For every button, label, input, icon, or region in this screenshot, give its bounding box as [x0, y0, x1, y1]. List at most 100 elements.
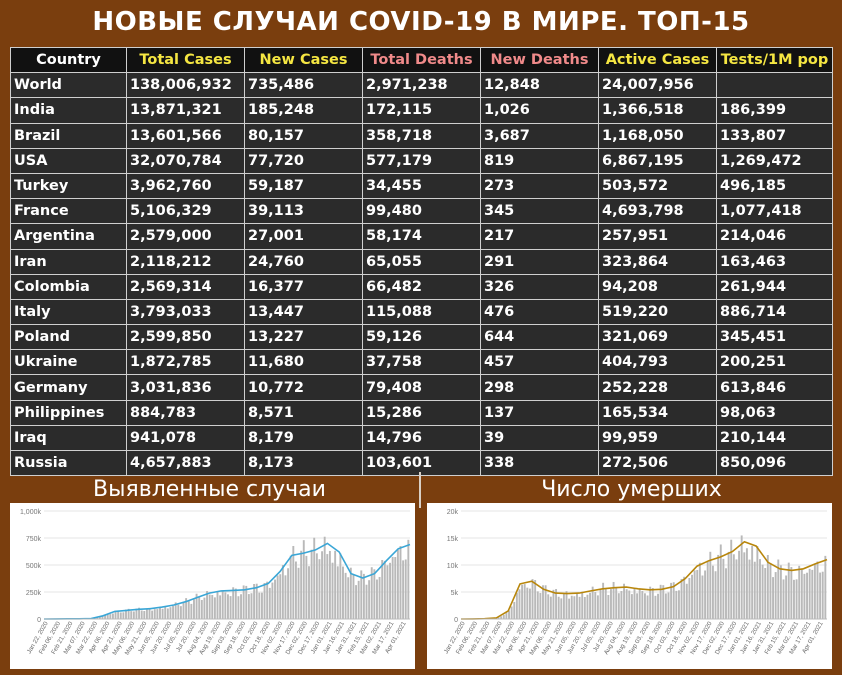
value-cell: 98,063	[716, 399, 833, 426]
bar	[101, 616, 104, 619]
value-cell: 345	[480, 198, 599, 225]
value-cell: 94,208	[598, 273, 717, 300]
bar	[764, 568, 767, 619]
bar	[649, 586, 652, 619]
bar	[685, 583, 688, 619]
bar	[96, 617, 99, 619]
bar	[816, 561, 819, 619]
bar	[539, 593, 542, 619]
table-row: Turkey 3,962,760 59,187 34,455 273 503,572 496…	[10, 172, 833, 200]
value-cell: 163,463	[716, 248, 833, 275]
bar	[360, 570, 363, 619]
deaths-chart-panel: 0 5k 10k 15k 20k Jan 22, 2020 Feb 06, 2020 Feb …	[427, 503, 832, 669]
bar	[672, 582, 675, 619]
value-cell: 37,758	[362, 349, 481, 376]
bar	[396, 549, 399, 619]
bar	[560, 598, 563, 619]
y-tick-label: 5k	[451, 590, 459, 597]
bar	[576, 593, 578, 619]
bar	[198, 596, 201, 619]
value-cell: 3,687	[480, 122, 599, 149]
bar	[821, 571, 824, 619]
bar	[122, 612, 125, 619]
bar	[583, 597, 586, 619]
bar	[698, 562, 701, 619]
bar	[355, 585, 358, 619]
value-cell: 272,506	[598, 449, 717, 477]
bar	[774, 572, 777, 619]
bar	[106, 614, 109, 619]
bar	[565, 591, 568, 619]
bar	[636, 593, 639, 619]
bar	[599, 589, 602, 619]
bar	[119, 612, 122, 619]
value-cell: 941,078	[126, 424, 245, 452]
bar	[675, 590, 678, 619]
value-cell: 1,366,518	[598, 97, 717, 124]
bar	[323, 536, 326, 619]
bar	[732, 554, 735, 619]
bar	[399, 546, 402, 619]
bar	[617, 593, 620, 619]
bar	[677, 590, 680, 619]
country-cell: Colombia	[10, 273, 127, 300]
bar	[174, 602, 177, 619]
value-cell: 99,480	[362, 198, 481, 225]
bar	[651, 588, 654, 619]
value-cell: 323,864	[598, 248, 717, 275]
table-row: France 5,106,329 39,113 99,480 345 4,693,798 1…	[10, 198, 833, 225]
bar	[138, 607, 141, 619]
bar	[761, 564, 764, 619]
bar	[203, 597, 206, 619]
bar	[349, 567, 352, 619]
bar	[224, 592, 227, 619]
table-row: Russia 4,657,883 8,173 103,601 338 272,506 850…	[10, 449, 833, 477]
value-cell: 172,115	[362, 97, 481, 124]
bar	[292, 545, 295, 619]
value-cell: 819	[480, 147, 599, 174]
bar	[798, 565, 801, 619]
y-tick-label: 500k	[26, 563, 42, 570]
bar	[725, 568, 727, 619]
bar	[591, 586, 594, 619]
bar	[109, 614, 112, 619]
bar	[748, 559, 751, 619]
bar	[759, 559, 761, 619]
bar	[523, 584, 526, 619]
value-cell: 644	[480, 324, 599, 351]
bar	[407, 539, 410, 619]
value-cell: 3,962,760	[126, 172, 245, 200]
value-cell: 32,070,784	[126, 147, 245, 174]
value-cell: 137	[480, 399, 599, 426]
bar	[342, 566, 344, 619]
bar	[806, 572, 808, 619]
bar	[104, 615, 107, 619]
value-cell: 338	[480, 449, 599, 477]
bar	[644, 593, 646, 619]
bar	[581, 591, 584, 619]
bar	[305, 555, 308, 619]
bar	[297, 567, 300, 619]
table-row: Colombia 2,569,314 16,377 66,482 326 94,208 26…	[10, 273, 833, 300]
bar	[594, 592, 597, 619]
value-cell: 14,796	[362, 424, 481, 452]
bar	[646, 595, 649, 619]
covid-stats-table: Country Total Cases New Cases Total Deaths N…	[10, 46, 833, 477]
bar	[347, 577, 350, 619]
bar	[782, 579, 785, 619]
y-tick-label: 15k	[447, 536, 459, 543]
table-row: Germany 3,031,836 10,772 79,408 298 252,228 61…	[10, 374, 833, 401]
bar	[229, 596, 232, 619]
bar	[237, 596, 240, 619]
bar	[394, 557, 397, 619]
country-cell: Russia	[10, 449, 127, 477]
bar	[143, 610, 146, 619]
bar	[211, 594, 214, 619]
bar	[531, 579, 534, 619]
bar	[518, 589, 521, 619]
table-row: Italy 3,793,033 13,447 115,088 476 519,220 886…	[10, 298, 833, 326]
bar	[515, 592, 518, 619]
value-cell: 210,144	[716, 424, 833, 452]
bar	[607, 595, 610, 619]
value-cell: 2,569,314	[126, 273, 245, 300]
